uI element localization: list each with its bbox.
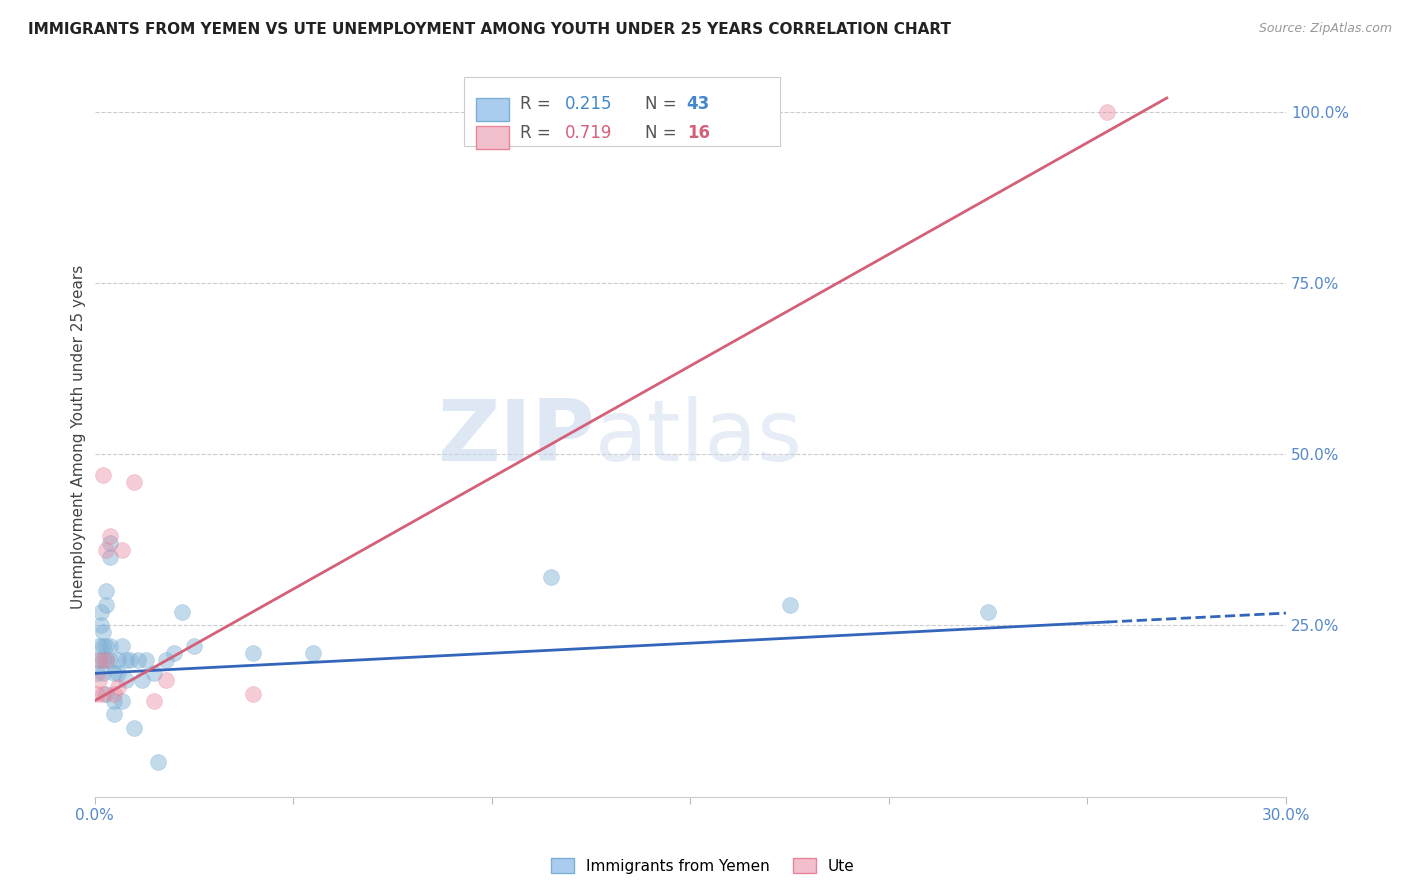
Point (302, 646, 325, 660)
Point (100, 536, 122, 550)
Point (143, 694, 166, 708)
Text: 0.215: 0.215 (565, 95, 613, 113)
Y-axis label: Unemployment Among Youth under 25 years: Unemployment Among Youth under 25 years (72, 265, 86, 609)
Text: 43: 43 (686, 95, 710, 113)
Point (131, 673, 153, 688)
Text: IMMIGRANTS FROM YEMEN VS UTE UNEMPLOYMENT AMONG YOUTH UNDER 25 YEARS CORRELATION: IMMIGRANTS FROM YEMEN VS UTE UNEMPLOYMEN… (28, 22, 950, 37)
FancyBboxPatch shape (475, 127, 509, 149)
Point (779, 598, 801, 612)
Point (115, 653, 138, 667)
Point (242, 687, 264, 701)
Point (143, 666, 166, 681)
Point (100, 653, 122, 667)
Point (87, 639, 110, 653)
Text: 16: 16 (686, 124, 710, 142)
Point (163, 646, 186, 660)
Point (86, 666, 108, 681)
FancyBboxPatch shape (464, 78, 779, 145)
Point (103, 694, 125, 708)
Point (124, 721, 146, 735)
Point (107, 666, 129, 681)
Point (87, 673, 110, 688)
Point (90, 605, 112, 619)
Text: N =: N = (645, 124, 682, 142)
Point (100, 639, 122, 653)
Point (103, 666, 125, 681)
Point (100, 549, 122, 564)
Point (87, 653, 110, 667)
Point (91, 666, 114, 681)
Point (86, 687, 108, 701)
Point (90, 618, 112, 632)
Point (170, 605, 193, 619)
Point (242, 646, 264, 660)
Point (977, 605, 1000, 619)
Point (155, 673, 177, 688)
Point (183, 639, 205, 653)
Point (96, 639, 118, 653)
Point (91, 467, 114, 482)
Point (103, 707, 125, 722)
Point (96, 543, 118, 558)
Text: N =: N = (645, 95, 682, 113)
Point (135, 653, 157, 667)
Point (96, 598, 118, 612)
Point (100, 529, 122, 543)
Point (96, 653, 118, 667)
Point (146, 756, 169, 770)
Text: ZIP: ZIP (437, 395, 595, 478)
Point (111, 694, 134, 708)
Point (87, 653, 110, 667)
Text: atlas: atlas (595, 395, 803, 478)
Point (91, 625, 114, 640)
Point (91, 687, 114, 701)
Point (96, 584, 118, 599)
Point (96, 687, 118, 701)
Text: Source: ZipAtlas.com: Source: ZipAtlas.com (1258, 22, 1392, 36)
Point (1097, 104, 1119, 119)
Point (155, 653, 177, 667)
FancyBboxPatch shape (475, 97, 509, 120)
Point (107, 680, 129, 694)
Point (120, 653, 142, 667)
Point (127, 653, 149, 667)
Point (103, 687, 125, 701)
Point (96, 653, 118, 667)
Text: 0.719: 0.719 (565, 124, 613, 142)
Point (111, 639, 134, 653)
Legend: Immigrants from Yemen, Ute: Immigrants from Yemen, Ute (546, 852, 860, 880)
Point (91, 653, 114, 667)
Point (124, 475, 146, 489)
Point (107, 653, 129, 667)
Point (111, 543, 134, 558)
Point (91, 639, 114, 653)
Point (115, 673, 138, 688)
Text: R =: R = (520, 95, 555, 113)
Text: R =: R = (520, 124, 555, 142)
Point (540, 570, 562, 584)
